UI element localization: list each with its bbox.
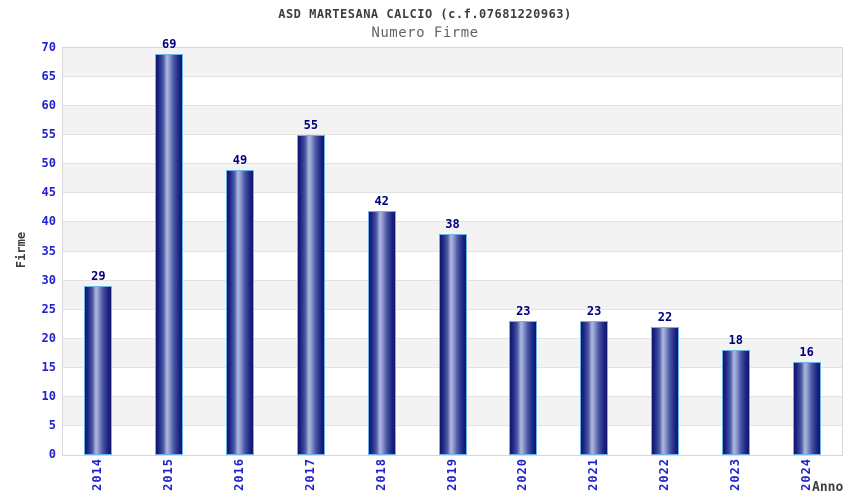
bar-value-label: 42	[374, 193, 389, 208]
x-tick-label: 2022	[656, 458, 671, 491]
bar-2023	[721, 350, 750, 455]
x-tick-label: 2023	[727, 458, 742, 491]
y-tick-label: 50	[41, 156, 56, 171]
plot-band	[63, 48, 842, 78]
x-tick-label: 2018	[373, 458, 388, 491]
y-tick-label: 40	[41, 214, 56, 229]
y-tick-label: 55	[41, 127, 56, 142]
bar-2016	[226, 170, 255, 455]
x-tick-label: 2016	[232, 458, 247, 491]
bar-value-label: 69	[161, 36, 177, 51]
chart-title: ASD MARTESANA CALCIO (c.f.07681220963)	[278, 7, 572, 21]
y-tick-label: 20	[41, 330, 56, 345]
bar-2015	[155, 53, 184, 455]
bar-2019	[438, 234, 467, 455]
plot-band	[63, 193, 842, 223]
bar-2020	[509, 321, 538, 455]
gridline	[63, 192, 842, 194]
x-tick-label: 2019	[444, 458, 459, 491]
y-tick-label: 65	[41, 69, 56, 84]
gridline	[63, 221, 842, 223]
bar-value-label: 23	[516, 304, 531, 319]
bar-value-label: 16	[799, 344, 814, 359]
gridline	[63, 163, 842, 165]
bar-value-label: 49	[232, 153, 248, 168]
plot-band	[63, 164, 842, 194]
x-tick-label: 2020	[515, 458, 530, 491]
bar-2024	[792, 361, 821, 455]
gridline	[63, 134, 842, 136]
x-tick-label: 2015	[161, 458, 176, 491]
y-tick-label: 0	[48, 447, 56, 461]
y-tick-label: 30	[41, 272, 56, 287]
bar-2022	[650, 327, 679, 455]
y-tick-label: 35	[41, 243, 56, 258]
plot-band	[63, 77, 842, 107]
gridline	[63, 105, 842, 107]
y-tick-label: 25	[41, 301, 56, 316]
y-tick-label: 5	[48, 417, 56, 432]
chart-subtitle: Numero Firme	[371, 25, 479, 41]
x-tick-label: 2014	[90, 458, 105, 491]
bar-value-label: 18	[728, 333, 743, 348]
bar-value-label: 55	[303, 118, 319, 133]
bar-value-label: 22	[657, 310, 673, 325]
y-tick-label: 45	[41, 185, 56, 200]
bar-2014	[84, 286, 113, 455]
bar-value-label: 29	[91, 269, 106, 284]
bar-value-label: 23	[586, 304, 602, 319]
bar-value-label: 38	[445, 217, 460, 232]
bar-2017	[296, 135, 325, 455]
x-tick-label: 2021	[586, 458, 601, 491]
y-tick-label: 70	[41, 40, 56, 54]
x-axis-label: Anno	[812, 480, 844, 495]
plot-area: 29 69 49 55 42 38 23 23 22 18 16	[62, 37, 843, 456]
bar-2021	[580, 321, 609, 455]
plot-band	[63, 135, 842, 165]
gridline	[63, 76, 842, 78]
plot-band	[63, 106, 842, 136]
x-tick-label: 2017	[302, 458, 317, 491]
y-tick-label: 15	[41, 359, 56, 374]
y-tick-label: 10	[41, 388, 56, 403]
y-tick-label: 60	[41, 98, 56, 113]
bar-2018	[367, 210, 396, 455]
